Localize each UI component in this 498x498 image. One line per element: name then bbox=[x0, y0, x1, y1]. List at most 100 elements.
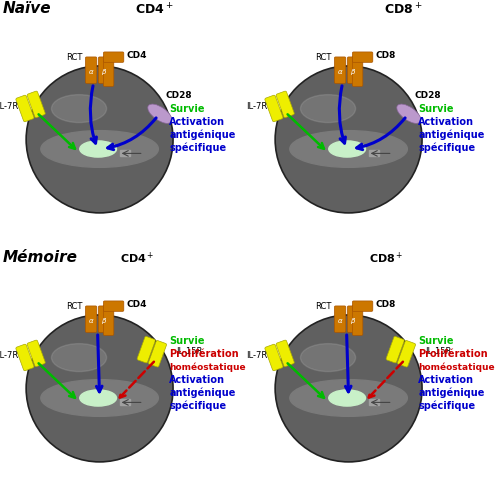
Bar bbox=[120, 150, 129, 155]
Text: Activation: Activation bbox=[418, 117, 474, 127]
Text: RCT: RCT bbox=[66, 53, 83, 62]
Text: spécifique: spécifique bbox=[169, 400, 227, 411]
Text: RCT: RCT bbox=[315, 53, 332, 62]
Text: Survie: Survie bbox=[169, 336, 205, 346]
Text: $\beta$: $\beta$ bbox=[350, 67, 356, 77]
FancyBboxPatch shape bbox=[353, 305, 363, 335]
Ellipse shape bbox=[300, 95, 356, 123]
FancyBboxPatch shape bbox=[276, 91, 294, 118]
Text: Activation: Activation bbox=[169, 117, 225, 127]
Text: $\beta$: $\beta$ bbox=[101, 316, 107, 326]
Circle shape bbox=[275, 66, 422, 213]
Text: spécifique: spécifique bbox=[418, 400, 476, 411]
Text: IL-15R: IL-15R bbox=[176, 347, 202, 356]
Text: antigénique: antigénique bbox=[418, 129, 485, 140]
Text: IL-7R: IL-7R bbox=[0, 102, 18, 111]
FancyBboxPatch shape bbox=[276, 340, 294, 367]
Text: Prolifération: Prolifération bbox=[418, 349, 488, 359]
Ellipse shape bbox=[51, 344, 107, 372]
FancyBboxPatch shape bbox=[85, 306, 97, 332]
FancyBboxPatch shape bbox=[16, 344, 34, 371]
Ellipse shape bbox=[329, 390, 366, 406]
Text: $\beta$: $\beta$ bbox=[101, 67, 107, 77]
FancyBboxPatch shape bbox=[353, 52, 373, 62]
Ellipse shape bbox=[290, 379, 407, 416]
Text: IL-7R: IL-7R bbox=[247, 351, 267, 360]
Text: Mémoire: Mémoire bbox=[3, 250, 78, 265]
Text: IL-7R: IL-7R bbox=[247, 102, 267, 111]
FancyBboxPatch shape bbox=[386, 337, 404, 363]
FancyBboxPatch shape bbox=[99, 57, 110, 83]
FancyBboxPatch shape bbox=[148, 341, 166, 367]
Text: CD4: CD4 bbox=[126, 300, 147, 309]
FancyBboxPatch shape bbox=[104, 301, 124, 311]
FancyBboxPatch shape bbox=[397, 341, 415, 367]
Text: homéostatique: homéostatique bbox=[418, 362, 495, 372]
Ellipse shape bbox=[41, 130, 158, 167]
Circle shape bbox=[275, 315, 422, 462]
Ellipse shape bbox=[80, 390, 117, 406]
FancyBboxPatch shape bbox=[104, 52, 124, 62]
FancyBboxPatch shape bbox=[348, 57, 359, 83]
Circle shape bbox=[26, 66, 173, 213]
Text: Naïve: Naïve bbox=[3, 1, 52, 16]
Text: $\alpha$: $\alpha$ bbox=[88, 68, 94, 76]
Text: CD8: CD8 bbox=[375, 300, 396, 309]
Ellipse shape bbox=[41, 379, 158, 416]
Text: antigénique: antigénique bbox=[418, 387, 485, 397]
Text: $\alpha$: $\alpha$ bbox=[337, 317, 343, 325]
Text: antigénique: antigénique bbox=[169, 129, 236, 140]
Text: CD8$^+$: CD8$^+$ bbox=[369, 251, 403, 266]
Ellipse shape bbox=[290, 130, 407, 167]
Text: Activation: Activation bbox=[169, 374, 225, 384]
FancyBboxPatch shape bbox=[99, 306, 110, 332]
Text: CD4$^+$: CD4$^+$ bbox=[120, 251, 154, 266]
Text: $\alpha$: $\alpha$ bbox=[88, 317, 94, 325]
FancyBboxPatch shape bbox=[27, 91, 45, 118]
Text: Activation: Activation bbox=[418, 374, 474, 384]
FancyBboxPatch shape bbox=[27, 340, 45, 367]
Text: RCT: RCT bbox=[315, 302, 332, 311]
Bar bbox=[369, 399, 378, 404]
Text: antigénique: antigénique bbox=[169, 387, 236, 397]
Text: CD8: CD8 bbox=[375, 51, 396, 60]
Text: IL-7R: IL-7R bbox=[0, 351, 18, 360]
FancyBboxPatch shape bbox=[16, 95, 34, 122]
Ellipse shape bbox=[148, 104, 172, 124]
Ellipse shape bbox=[329, 141, 366, 157]
Text: Prolifération: Prolifération bbox=[169, 349, 239, 359]
FancyBboxPatch shape bbox=[265, 344, 283, 371]
FancyBboxPatch shape bbox=[353, 56, 363, 86]
Text: CD4: CD4 bbox=[126, 51, 147, 60]
FancyBboxPatch shape bbox=[85, 57, 97, 83]
Text: CD4$^+$: CD4$^+$ bbox=[135, 2, 174, 17]
FancyBboxPatch shape bbox=[137, 337, 155, 363]
Text: $\alpha$: $\alpha$ bbox=[337, 68, 343, 76]
Text: spécifique: spécifique bbox=[418, 142, 476, 153]
Text: Survie: Survie bbox=[418, 104, 454, 114]
Ellipse shape bbox=[300, 344, 356, 372]
FancyBboxPatch shape bbox=[334, 57, 346, 83]
Circle shape bbox=[26, 315, 173, 462]
FancyBboxPatch shape bbox=[348, 306, 359, 332]
FancyBboxPatch shape bbox=[104, 56, 114, 86]
FancyBboxPatch shape bbox=[104, 305, 114, 335]
Text: spécifique: spécifique bbox=[169, 142, 227, 153]
Ellipse shape bbox=[80, 141, 117, 157]
Text: Survie: Survie bbox=[418, 336, 454, 346]
Ellipse shape bbox=[397, 104, 421, 124]
Bar bbox=[369, 150, 378, 155]
Text: CD28: CD28 bbox=[415, 91, 441, 100]
Text: IL-15R: IL-15R bbox=[425, 347, 451, 356]
Text: $\beta$: $\beta$ bbox=[350, 316, 356, 326]
Text: CD8$^+$: CD8$^+$ bbox=[384, 2, 423, 17]
Text: Survie: Survie bbox=[169, 104, 205, 114]
Text: RCT: RCT bbox=[66, 302, 83, 311]
Bar bbox=[120, 399, 129, 404]
Text: CD28: CD28 bbox=[166, 91, 192, 100]
FancyBboxPatch shape bbox=[353, 301, 373, 311]
FancyBboxPatch shape bbox=[265, 95, 283, 122]
Text: homéostatique: homéostatique bbox=[169, 362, 246, 372]
Ellipse shape bbox=[51, 95, 107, 123]
FancyBboxPatch shape bbox=[334, 306, 346, 332]
